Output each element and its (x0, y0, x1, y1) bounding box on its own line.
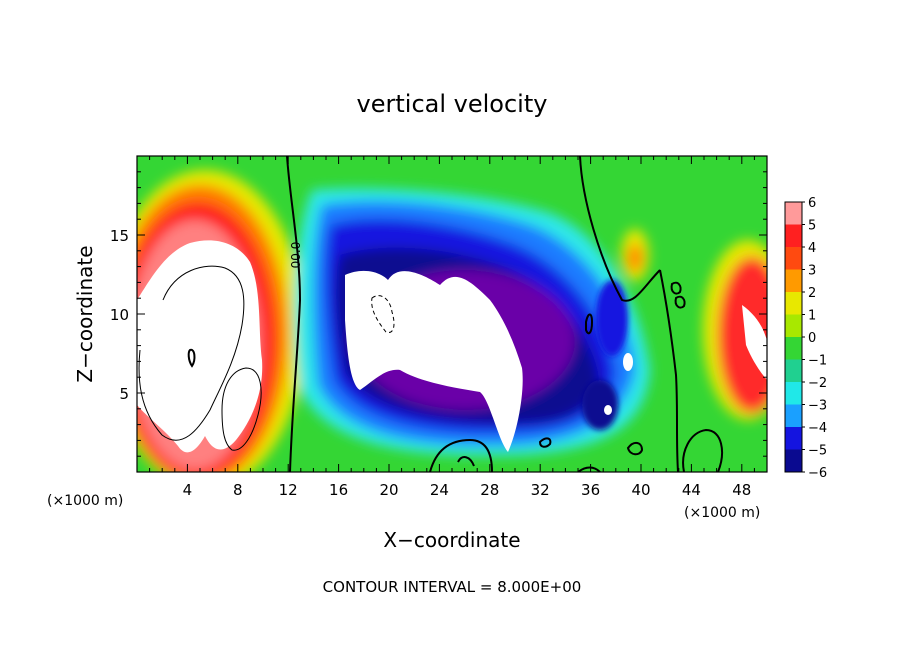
colorbar-label: 1 (808, 309, 816, 324)
colorbar-label: −1 (808, 354, 827, 369)
colorbar-segment (785, 404, 802, 427)
y-tick-label: 5 (119, 385, 129, 403)
contour-interval-text: CONTOUR INTERVAL = 8.000E+00 (323, 578, 582, 596)
colorbar-label: −5 (808, 444, 827, 459)
y-tick-label: 15 (110, 227, 129, 245)
contour-label: 00.0 (289, 242, 303, 269)
colorbar-label: 0 (808, 331, 816, 346)
x-tick-label: 36 (581, 481, 600, 499)
colorbar-segment (785, 269, 802, 292)
x-tick-label: 8 (233, 481, 243, 499)
x-tick-label: 40 (631, 481, 650, 499)
y-axis-label: Z−coordinate (73, 245, 97, 382)
x-tick-label: 48 (732, 481, 751, 499)
x-tick-label: 12 (279, 481, 298, 499)
colorbar: 6 5 4 3 2 1 0 −1 −2 −3 −4 −5 −6 (784, 196, 827, 481)
heatmap-field: 00.0 (137, 156, 767, 472)
colorbar-label: 5 (808, 219, 816, 234)
colorbar-segment (785, 292, 802, 315)
colorbar-segment (785, 314, 802, 337)
x-tick-label: 16 (329, 481, 348, 499)
chart-title: vertical velocity (357, 90, 548, 118)
colorbar-label: −4 (808, 421, 827, 436)
x-tick-label: 20 (379, 481, 398, 499)
colorbar-label: 2 (808, 286, 816, 301)
x-tick-label: 28 (480, 481, 499, 499)
x-tick-label: 32 (531, 481, 550, 499)
x-tick-label: 4 (183, 481, 193, 499)
colorbar-segment (785, 337, 802, 360)
colorbar-segment (785, 449, 802, 472)
x-unit-label-right: (×1000 m) (684, 505, 760, 521)
x-tick-label: 44 (682, 481, 701, 499)
colorbar-label: 3 (808, 264, 816, 279)
colorbar-segment (785, 202, 802, 225)
colorbar-segment (785, 247, 802, 270)
colorbar-segment (785, 427, 802, 450)
colorbar-label: 4 (808, 241, 816, 256)
colorbar-segment (785, 382, 802, 405)
colorbar-segment (785, 359, 802, 382)
colorbar-segment (785, 224, 802, 247)
colorbar-label: −2 (808, 376, 827, 391)
y-tick-label: 10 (110, 306, 129, 324)
x-tick-label: 24 (430, 481, 449, 499)
x-axis-label: X−coordinate (383, 528, 520, 552)
x-unit-label: (×1000 m) (47, 493, 123, 509)
colorbar-label: −6 (808, 466, 827, 481)
colorbar-label: 6 (808, 196, 816, 211)
colorbar-label: −3 (808, 399, 827, 414)
